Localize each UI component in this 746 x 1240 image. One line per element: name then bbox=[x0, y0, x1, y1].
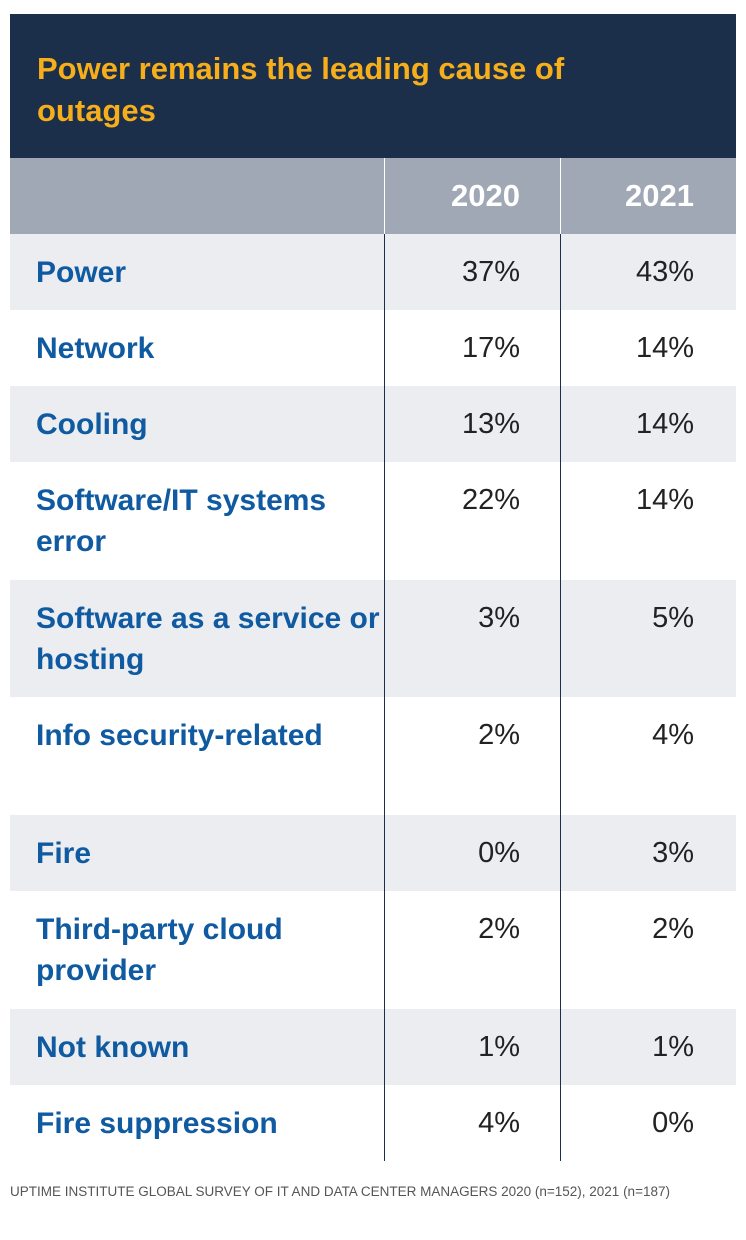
row-value-2020: 3% bbox=[384, 580, 560, 697]
header-2020: 2020 bbox=[384, 158, 560, 234]
table-row: Software as a service or hosting 3% 5% bbox=[10, 580, 736, 697]
row-value-2020: 0% bbox=[384, 815, 560, 891]
row-category: Not known bbox=[36, 1031, 190, 1064]
table-row: Fire 0% 3% bbox=[10, 815, 736, 891]
row-category: Third-party cloud provider bbox=[36, 913, 283, 987]
row-value-2020: 22% bbox=[384, 462, 560, 580]
row-category: Network bbox=[36, 332, 155, 365]
row-category: Power bbox=[36, 256, 127, 289]
table-row: Info security-related 2% 4% bbox=[10, 697, 736, 815]
row-value-2020: 13% bbox=[384, 386, 560, 462]
source-note: UPTIME INSTITUTE GLOBAL SURVEY OF IT AND… bbox=[10, 1184, 670, 1199]
row-value-2020: 2% bbox=[384, 891, 560, 1009]
table-body: Power 37% 43% Network 17% 14% Cooling 13% 14% Sof… bbox=[10, 234, 736, 1161]
row-value-2020: 17% bbox=[384, 310, 560, 386]
table-title: Power remains the leading cause of outag… bbox=[37, 51, 565, 128]
row-value-2021: 1% bbox=[560, 1009, 736, 1085]
row-category: Cooling bbox=[36, 408, 148, 441]
row-value-2021: 2% bbox=[560, 891, 736, 1009]
table-row: Third-party cloud provider 2% 2% bbox=[10, 891, 736, 1009]
table-row: Network 17% 14% bbox=[10, 310, 736, 386]
table-row: Software/IT systems error 22% 14% bbox=[10, 462, 736, 580]
row-value-2021: 4% bbox=[560, 697, 736, 815]
row-value-2021: 14% bbox=[560, 310, 736, 386]
row-category: Info security-related bbox=[36, 719, 323, 752]
row-value-2020: 1% bbox=[384, 1009, 560, 1085]
row-category: Software as a service or hosting bbox=[36, 602, 380, 676]
row-value-2021: 14% bbox=[560, 462, 736, 580]
row-value-2020: 37% bbox=[384, 234, 560, 310]
row-value-2021: 3% bbox=[560, 815, 736, 891]
table-row: Power 37% 43% bbox=[10, 234, 736, 310]
row-value-2020: 4% bbox=[384, 1085, 560, 1161]
table-row: Not known 1% 1% bbox=[10, 1009, 736, 1085]
row-value-2020: 2% bbox=[384, 697, 560, 815]
row-value-2021: 5% bbox=[560, 580, 736, 697]
title-bar: Power remains the leading cause of outag… bbox=[10, 14, 736, 158]
outage-cause-table: Power remains the leading cause of outag… bbox=[10, 14, 736, 1161]
row-value-2021: 0% bbox=[560, 1085, 736, 1161]
row-value-2021: 43% bbox=[560, 234, 736, 310]
row-category: Fire suppression bbox=[36, 1107, 278, 1140]
header-row: 2020 2021 bbox=[10, 158, 736, 234]
header-category bbox=[10, 158, 384, 234]
row-value-2021: 14% bbox=[560, 386, 736, 462]
table-row: Cooling 13% 14% bbox=[10, 386, 736, 462]
row-category: Fire bbox=[36, 837, 92, 870]
header-2021: 2021 bbox=[560, 158, 736, 234]
row-category: Software/IT systems error bbox=[36, 484, 327, 558]
table-row: Fire suppression 4% 0% bbox=[10, 1085, 736, 1161]
